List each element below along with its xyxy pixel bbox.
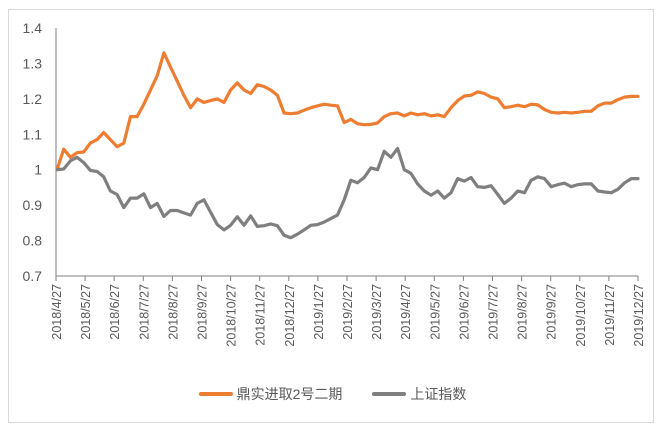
x-tick-label: 2019/4/27	[399, 284, 413, 340]
legend: 鼎实进取2号二期 上证指数	[0, 384, 665, 404]
chart-frame	[8, 9, 654, 423]
x-tick-label: 2018/12/27	[283, 284, 297, 347]
x-tick-label: 2018/7/27	[137, 284, 151, 340]
x-tick-label: 2019/12/27	[632, 284, 646, 347]
legend-item-fund: 鼎实进取2号二期	[198, 384, 343, 404]
x-tick-label: 2019/8/27	[516, 284, 530, 340]
x-tick-label: 2018/4/27	[50, 284, 64, 340]
series-line-fund	[55, 51, 640, 172]
y-tick-label: 0.8	[23, 233, 43, 249]
y-tick-label: 0.9	[23, 197, 43, 213]
x-tick-label: 2019/9/27	[545, 284, 559, 340]
x-tick-label: 2018/6/27	[108, 284, 122, 340]
y-tick-label: 1	[34, 162, 42, 178]
x-tick-label: 2018/11/27	[254, 284, 268, 346]
x-tick-label: 2019/10/27	[574, 284, 588, 347]
x-tick-label: 2019/2/27	[341, 284, 355, 340]
x-tick-label: 2018/8/27	[166, 284, 180, 340]
series-lines	[55, 51, 640, 240]
x-tick-label: 2018/10/27	[225, 284, 239, 347]
legend-label-fund: 鼎实进取2号二期	[236, 386, 343, 402]
y-tick-label: 1.1	[23, 126, 43, 142]
legend-swatch-orange-line-icon	[198, 392, 233, 396]
x-tick-label: 2019/11/27	[603, 284, 617, 346]
series-line-index	[55, 146, 640, 240]
x-tick-label: 2019/3/27	[370, 284, 384, 340]
legend-label-index: 上证指数	[410, 386, 467, 402]
legend-item-index: 上证指数	[372, 384, 466, 404]
x-tick-label: 2018/9/27	[196, 284, 210, 340]
x-axis-ticks	[55, 276, 639, 281]
y-tick-label: 1.3	[23, 55, 43, 71]
x-tick-label: 2019/5/27	[428, 284, 442, 340]
y-tick-label: 1.2	[23, 91, 43, 107]
y-tick-label: 1.4	[23, 20, 43, 36]
x-axis-labels: 2018/4/27 2018/5/27 2018/6/27 2018/7/27 2018…	[50, 284, 646, 347]
x-tick-label: 2019/6/27	[457, 284, 471, 340]
legend-swatch-gray-line-icon	[372, 392, 407, 396]
x-tick-label: 2019/7/27	[487, 284, 501, 340]
y-axis-labels: 1.4 1.3 1.2 1.1 1 0.9 0.8 0.7	[23, 20, 43, 284]
y-tick-label: 0.7	[23, 268, 43, 284]
x-tick-label: 2019/1/27	[312, 284, 326, 340]
x-tick-label: 2018/5/27	[79, 284, 93, 340]
